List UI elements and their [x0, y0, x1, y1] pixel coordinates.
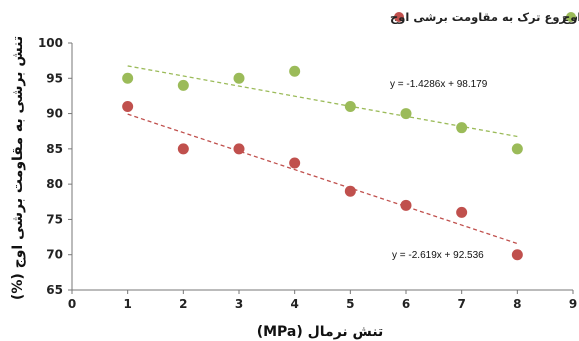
data-point-series-1: [289, 65, 301, 77]
data-point-series-1: [511, 143, 523, 155]
data-point-series-1: [400, 108, 412, 120]
x-tick-label: 2: [179, 297, 187, 311]
legend-marker-crack-damage: [566, 12, 576, 22]
x-tick-label: 7: [457, 297, 465, 311]
y-tick-label: 75: [46, 212, 63, 226]
x-tick-label: 9: [569, 297, 577, 311]
data-point-series-1: [122, 72, 134, 84]
equation-crack-initiation: y = -2.619x + 92.536: [392, 250, 484, 261]
data-point-series-0: [289, 157, 301, 169]
trendlines: [127, 65, 518, 245]
x-tick-label: 3: [235, 297, 243, 311]
trendline-series-1: [127, 65, 518, 138]
data-point-series-0: [456, 206, 468, 218]
legend-label-crack-damage: تنش خسارت ترک به مقاومت برشی اوج: [562, 10, 579, 25]
data-point-series-0: [400, 199, 412, 211]
axes: 0 1 2 3 4 5 6 7 8 9 65 70 75 80 85 90 95 100: [38, 36, 577, 311]
data-point-series-1: [233, 72, 245, 84]
x-tick-label: 8: [513, 297, 521, 311]
legend-marker-crack-initiation: [394, 12, 404, 22]
x-tick-label: 0: [68, 297, 76, 311]
data-points: [122, 65, 523, 261]
trendline-series-0: [127, 113, 518, 245]
data-point-series-1: [344, 101, 356, 113]
data-point-series-0: [122, 101, 134, 113]
x-tick-label: 1: [123, 297, 131, 311]
data-point-series-1: [177, 79, 189, 91]
x-tick-label: 4: [290, 297, 298, 311]
trendline-equations: y = -1.4286x + 98.179 y = -2.619x + 92.5…: [390, 79, 488, 261]
x-tick-label: 6: [402, 297, 410, 311]
data-point-series-0: [511, 249, 523, 261]
data-point-series-1: [456, 122, 468, 134]
data-point-series-0: [233, 143, 245, 155]
y-tick-label: 70: [46, 248, 63, 262]
data-point-series-0: [344, 185, 356, 197]
equation-crack-damage: y = -1.4286x + 98.179: [390, 79, 488, 90]
y-tick-label: 90: [46, 107, 63, 121]
legend: تنش شروع ترک به مقاومت برشی اوج تنش خسار…: [390, 10, 579, 25]
data-point-series-0: [177, 143, 189, 155]
legend-label-crack-initiation: تنش شروع ترک به مقاومت برشی اوج: [390, 10, 579, 25]
y-axis-title: تنش برشی به مقاومت برشی اوج (%): [10, 36, 26, 300]
y-tick-label: 100: [38, 36, 63, 50]
y-tick-label: 85: [46, 142, 63, 156]
y-tick-label: 80: [46, 177, 63, 191]
x-tick-label: 5: [346, 297, 354, 311]
y-tick-label: 65: [46, 283, 63, 297]
y-tick-label: 95: [46, 71, 63, 85]
x-axis-title: تنش نرمال (MPa): [257, 324, 384, 340]
